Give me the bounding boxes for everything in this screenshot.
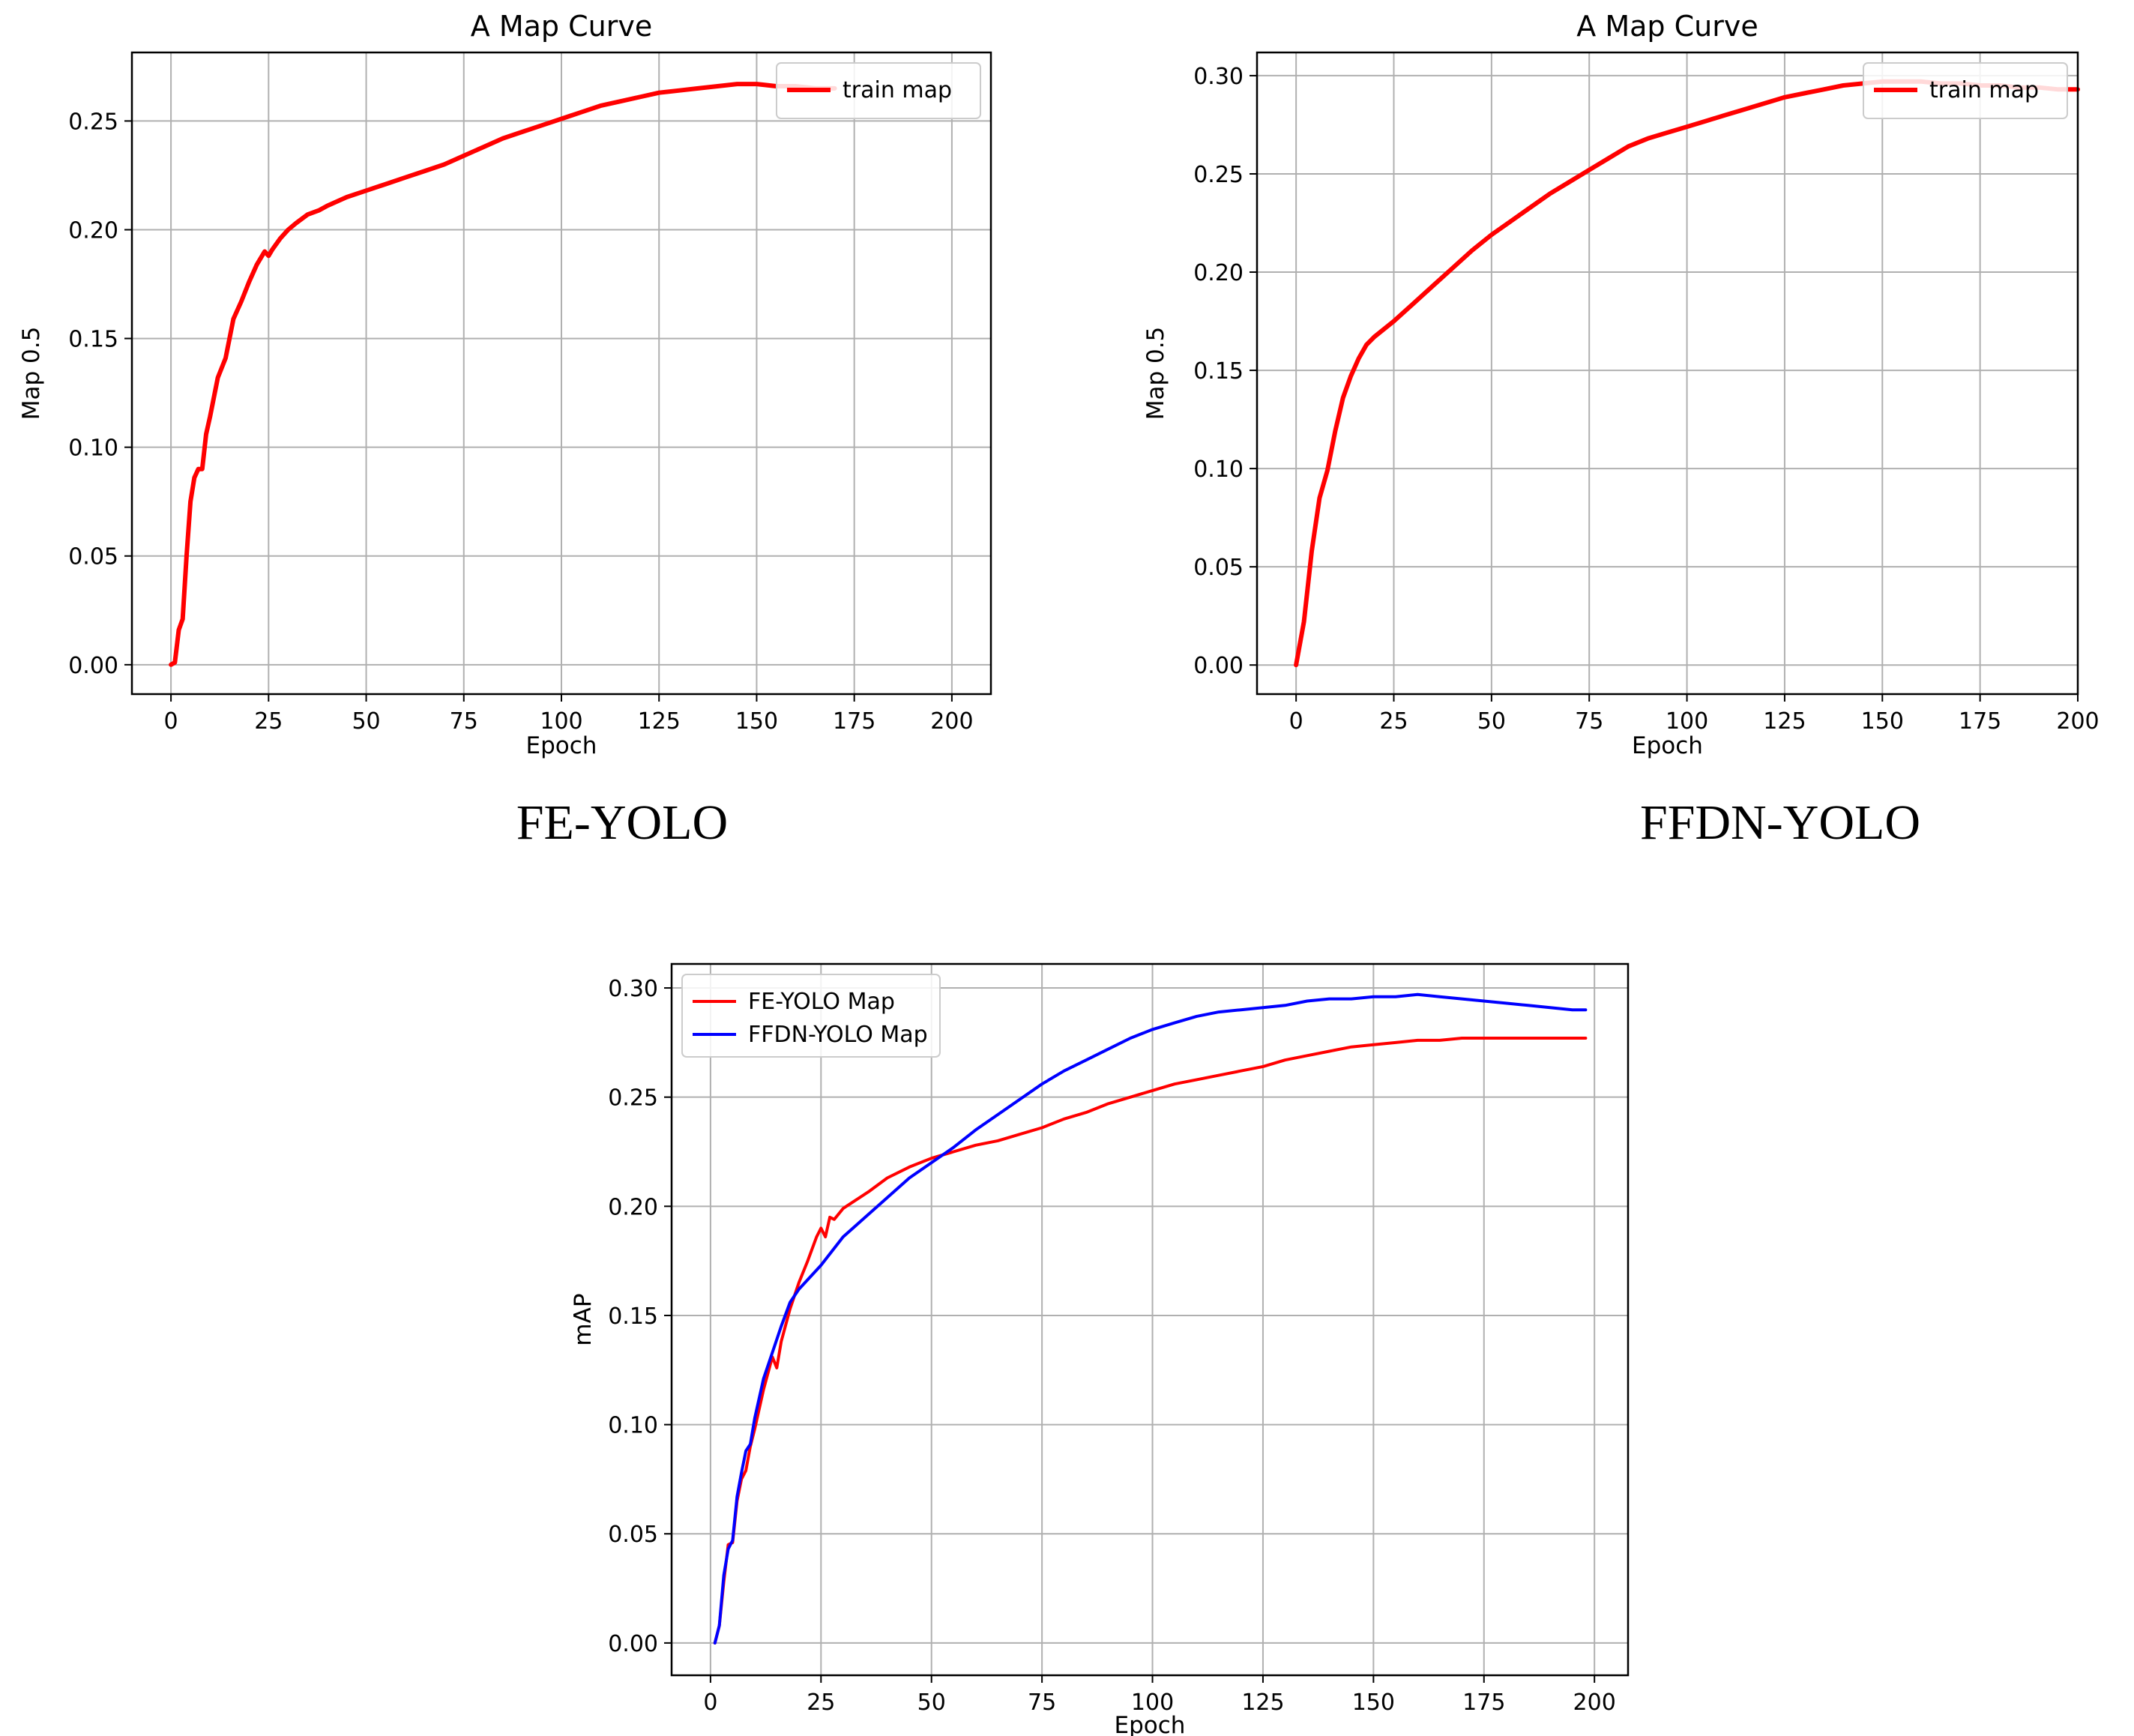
caption-ffdn-yolo: FFDN-YOLO [1639, 795, 1921, 850]
x-tick-label: 150 [735, 708, 778, 735]
legend-box [1863, 62, 2068, 119]
legend-label: FE-YOLO Map [748, 989, 895, 1015]
plot-frame [1256, 51, 2079, 696]
y-tick-label: 0.10 [68, 435, 118, 462]
y-tick-label: 0.05 [68, 544, 118, 570]
x-tick-label: 75 [1028, 1690, 1056, 1716]
x-tick-label: 125 [1763, 708, 1806, 735]
chart-title: A Map Curve [1576, 10, 1758, 43]
caption-fe-yolo: FE-YOLO [516, 795, 729, 850]
x-tick-label: 175 [1462, 1690, 1505, 1716]
series-line-ffdn-yolo-map [713, 992, 1588, 1645]
x-tick-label: 50 [352, 708, 380, 735]
x-tick-label: 25 [254, 708, 283, 735]
x-tick-label: 200 [2056, 708, 2099, 735]
y-tick-label: 0.10 [608, 1413, 658, 1439]
x-tick-label: 75 [450, 708, 478, 735]
x-tick-label: 125 [638, 708, 681, 735]
chart-ffdn-yolo: 0 25 50 75 100 125 150 175 200 0.00 0.05 0.10 0.15 0.… [1142, 10, 2100, 759]
chart-title: A Map Curve [471, 10, 652, 43]
y-tick-label: 0.25 [1193, 162, 1244, 188]
legend-label: train map [843, 77, 952, 103]
x-tick-label: 125 [1241, 1690, 1284, 1716]
legend-label: FFDN-YOLO Map [748, 1022, 928, 1048]
chart-fe-yolo: 0 25 50 75 100 125 150 175 200 0.00 0.05 0.10 0.15 0.… [18, 10, 992, 759]
x-tick-label: 100 [1666, 708, 1708, 735]
y-tick-label: 0.05 [608, 1522, 658, 1548]
x-tick-label: 25 [1379, 708, 1408, 735]
plot-frame [670, 962, 1630, 1677]
y-tick-label: 0.25 [68, 109, 118, 135]
x-tick-label: 50 [917, 1690, 946, 1716]
x-tick-label: 150 [1352, 1690, 1395, 1716]
chart-comparison: 0 25 50 75 100 125 150 175 200 0.00 0.05 0.10 0.15 0.… [570, 962, 1630, 1736]
y-tick-label: 0.20 [68, 217, 118, 244]
legend-box [681, 974, 941, 1058]
x-axis-label: Epoch [1115, 1712, 1186, 1736]
y-tick-label: 0.15 [1193, 358, 1244, 385]
x-axis-label: Epoch [1632, 732, 1703, 759]
x-tick-label: 175 [833, 708, 875, 735]
x-tick-label: 100 [540, 708, 582, 735]
x-tick-label: 75 [1575, 708, 1603, 735]
y-tick-label: 0.10 [1193, 456, 1244, 483]
x-tick-label: 200 [1573, 1690, 1616, 1716]
y-tick-label: 0.00 [608, 1631, 658, 1657]
y-tick-label: 0.00 [1193, 653, 1244, 679]
x-tick-label: 0 [1289, 708, 1303, 735]
y-tick-label: 0.15 [608, 1303, 658, 1330]
series-line-train-map [169, 82, 837, 667]
y-axis-label: Map 0.5 [18, 327, 45, 421]
x-tick-label: 175 [1959, 708, 2001, 735]
y-tick-label: 0.20 [608, 1194, 658, 1220]
y-axis-label: Map 0.5 [1142, 327, 1169, 421]
y-axis-label: mAP [570, 1293, 597, 1345]
x-tick-label: 50 [1477, 708, 1506, 735]
y-tick-label: 0.30 [1193, 64, 1244, 90]
series-line-fe-yolo-map [713, 1037, 1588, 1645]
x-tick-label: 25 [807, 1690, 835, 1716]
x-tick-label: 0 [703, 1690, 717, 1716]
x-tick-label: 200 [930, 708, 973, 735]
legend-label: train map [1929, 77, 2039, 103]
legend-box [776, 62, 981, 119]
y-tick-label: 0.20 [1193, 260, 1244, 286]
x-tick-label: 0 [164, 708, 178, 735]
y-tick-label: 0.25 [608, 1085, 658, 1112]
x-tick-label: 150 [1861, 708, 1904, 735]
y-tick-label: 0.05 [1193, 555, 1244, 581]
y-tick-label: 0.15 [68, 327, 118, 353]
x-tick-label: 100 [1131, 1690, 1174, 1716]
x-axis-label: Epoch [526, 732, 597, 759]
y-tick-label: 0.30 [608, 976, 658, 1002]
y-tick-label: 0.00 [68, 653, 118, 679]
